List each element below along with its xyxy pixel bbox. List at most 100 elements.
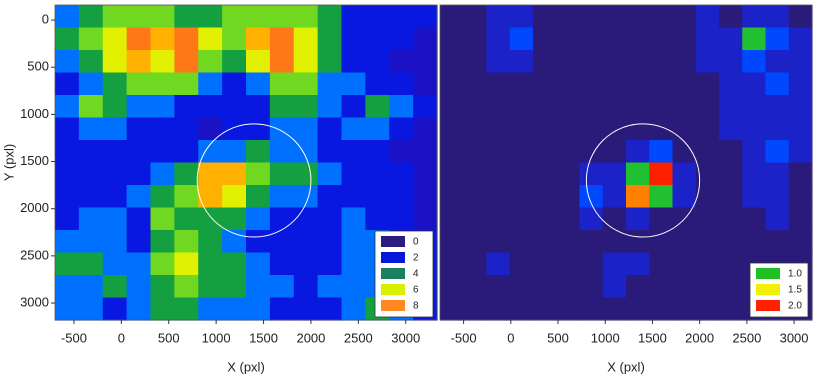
heat-cell [463, 275, 487, 298]
heat-cell [766, 28, 790, 51]
heat-cell [463, 208, 487, 231]
heat-cell [719, 298, 743, 321]
heat-cell [626, 275, 650, 298]
heat-cell [603, 28, 627, 51]
heat-cell [510, 28, 534, 51]
heat-cell [556, 95, 580, 118]
heat-cell [742, 163, 766, 186]
heat-cell [649, 28, 673, 51]
heat-cell [649, 185, 673, 208]
heat-cell [246, 208, 270, 231]
heat-cell [673, 5, 697, 28]
x-tick-label: 1500 [638, 330, 667, 345]
heat-cell [389, 50, 413, 73]
heat-cell [463, 185, 487, 208]
heat-cell [55, 275, 79, 298]
heat-cell [246, 50, 270, 73]
heat-cell [103, 28, 127, 51]
heat-cell [440, 118, 464, 141]
heat-cell [603, 73, 627, 96]
heat-cell [556, 163, 580, 186]
heat-cell [413, 73, 437, 96]
heat-cell [673, 230, 697, 253]
heat-cell [79, 50, 103, 73]
heat-cell [556, 275, 580, 298]
heat-cell [580, 50, 604, 73]
heat-cell [127, 275, 151, 298]
heat-cell [533, 185, 557, 208]
heat-cell [198, 253, 222, 276]
heat-cell [103, 5, 127, 28]
heat-cell [103, 73, 127, 96]
heat-cell [580, 73, 604, 96]
heat-cell [487, 95, 511, 118]
heat-cell [626, 208, 650, 231]
heat-cell [510, 118, 534, 141]
heat-cell [318, 73, 342, 96]
heat-cell [649, 298, 673, 321]
heat-cell [294, 28, 318, 51]
legend-label: 1.5 [788, 285, 802, 296]
x-tick-label: 2000 [296, 330, 325, 345]
heat-cell [151, 95, 175, 118]
heat-cell [463, 28, 487, 51]
heat-cell [510, 185, 534, 208]
heat-cell [603, 95, 627, 118]
heat-cell [673, 28, 697, 51]
heat-cell [696, 230, 720, 253]
heat-cell [626, 5, 650, 28]
heat-cell [270, 28, 294, 51]
heat-cell [246, 73, 270, 96]
heat-cell [556, 253, 580, 276]
heat-cell [103, 50, 127, 73]
heat-cell [79, 28, 103, 51]
heat-cell [342, 230, 366, 253]
heat-cell [649, 230, 673, 253]
heat-cell [533, 95, 557, 118]
heat-cell [342, 298, 366, 321]
heat-cell [440, 163, 464, 186]
heat-cell [463, 5, 487, 28]
heat-cell [103, 208, 127, 231]
heat-cell [174, 163, 198, 186]
heat-cell [79, 118, 103, 141]
heat-cell [626, 253, 650, 276]
legend-label: 1.0 [788, 269, 802, 280]
heat-cell [487, 208, 511, 231]
heat-cell [174, 185, 198, 208]
heat-cell [510, 298, 534, 321]
heat-cell [318, 253, 342, 276]
heat-cell [510, 208, 534, 231]
heat-cell [510, 73, 534, 96]
heat-cell [626, 50, 650, 73]
heat-cell [365, 140, 389, 163]
heat-cell [127, 50, 151, 73]
x-tick-label: 500 [158, 330, 180, 345]
heat-cell [174, 298, 198, 321]
heat-cell [696, 208, 720, 231]
heat-cell [389, 163, 413, 186]
heat-cell [151, 185, 175, 208]
heat-cell [510, 140, 534, 163]
heat-cell [127, 118, 151, 141]
heat-cell [79, 5, 103, 28]
heat-cell [246, 253, 270, 276]
heat-cell [789, 73, 813, 96]
heat-cell [766, 95, 790, 118]
heat-cell [365, 185, 389, 208]
heat-cell [789, 50, 813, 73]
heat-cell [580, 275, 604, 298]
heat-cell [55, 208, 79, 231]
heat-cell [222, 73, 246, 96]
heat-cell [766, 73, 790, 96]
heat-cell [294, 50, 318, 73]
heat-cell [342, 118, 366, 141]
heat-cell [365, 28, 389, 51]
heat-cell [79, 253, 103, 276]
heat-cell [318, 208, 342, 231]
heat-cell [766, 50, 790, 73]
heat-cell [151, 163, 175, 186]
heat-cell [463, 140, 487, 163]
heat-cell [789, 230, 813, 253]
heat-cell [649, 163, 673, 186]
